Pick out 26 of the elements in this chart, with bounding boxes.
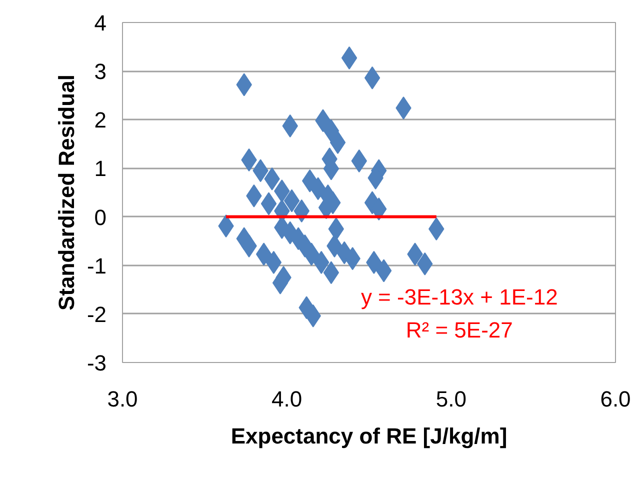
annotation: y = -3E-13x + 1E-12 xyxy=(360,284,558,310)
x-axis-title: Expectancy of RE [J/kg/m] xyxy=(230,424,508,448)
annotation: R² = 5E-27 xyxy=(406,317,513,342)
y-tick-label: 3 xyxy=(94,59,107,84)
y-tick-label: -3 xyxy=(86,350,106,376)
x-tick-label: 6.0 xyxy=(600,386,631,412)
point xyxy=(260,192,277,216)
point xyxy=(341,46,358,70)
y-tick-label: 4 xyxy=(94,10,107,36)
point xyxy=(284,189,300,212)
x-tick-label: 3.0 xyxy=(107,386,138,412)
y-tick-label: 2 xyxy=(94,108,107,133)
y-axis-title: Standardized Residual xyxy=(54,74,79,310)
x-tick-label: 5.0 xyxy=(436,386,466,412)
point xyxy=(330,130,346,154)
point xyxy=(376,259,392,282)
x-tick-label: 4.0 xyxy=(272,386,302,412)
point xyxy=(256,242,272,266)
y-tick-label: -2 xyxy=(86,302,106,327)
y-tick-label: -1 xyxy=(86,253,106,278)
y-tick-label: 1 xyxy=(94,156,107,182)
point xyxy=(323,261,340,284)
point xyxy=(266,250,282,274)
point xyxy=(364,66,380,90)
y-tick-label: 0 xyxy=(94,204,107,230)
point xyxy=(323,119,340,142)
